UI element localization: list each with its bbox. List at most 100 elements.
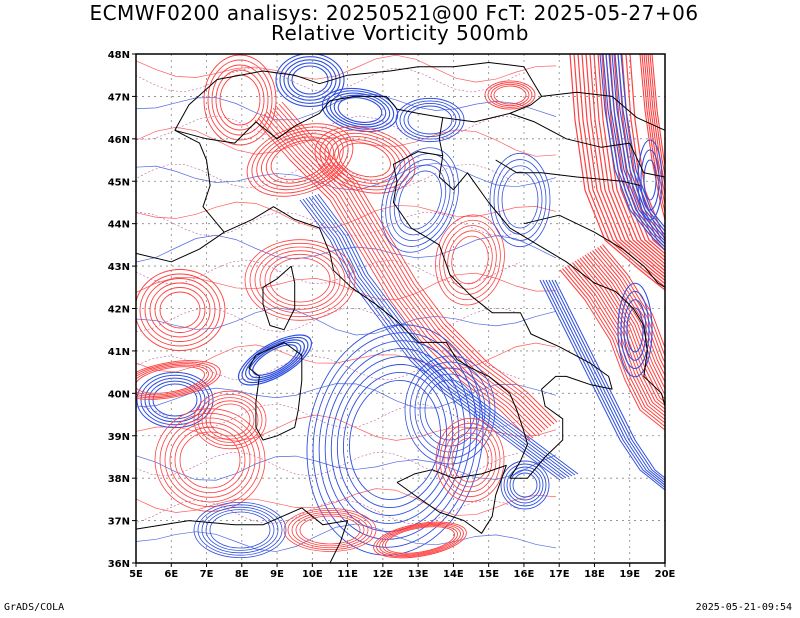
contour-line	[493, 85, 527, 105]
contour-line	[159, 412, 261, 508]
contour-line	[542, 279, 665, 489]
contour-line	[269, 257, 331, 303]
contour-line	[136, 162, 557, 191]
contour-line	[249, 242, 351, 318]
lat-tick-label: 42N	[108, 305, 130, 316]
contour-line	[169, 422, 251, 498]
contour-line	[279, 56, 341, 104]
contour-line	[281, 101, 558, 423]
footer-timestamp: 2025-05-21-09:54	[695, 602, 792, 613]
contour-line	[283, 508, 377, 552]
contour-line	[539, 279, 665, 491]
coastline-segment	[136, 507, 349, 563]
contour-line	[649, 54, 665, 178]
contour-line	[602, 244, 665, 350]
lon-tick-label: 10E	[302, 569, 323, 580]
axis-ticks: 5E 6E 7E 8E 9E 10E 11E 12E 13E 14E 15E 16E 17E 18E 19E…	[108, 50, 676, 580]
contour-line	[299, 515, 361, 545]
contour-line	[245, 339, 305, 381]
contour-line	[136, 361, 217, 399]
contour-line	[174, 426, 246, 494]
contour-line	[266, 111, 543, 433]
zero-contour	[136, 163, 521, 189]
contour-line	[509, 469, 541, 501]
contour-line	[259, 250, 341, 310]
lon-tick-label: 13E	[408, 569, 429, 580]
contour-line	[324, 348, 466, 532]
contour-line	[643, 159, 657, 201]
lon-tick-label: 8E	[235, 569, 249, 580]
contour-line	[605, 54, 665, 262]
zero-contour	[136, 355, 521, 380]
contour-line	[490, 83, 530, 107]
contour-line	[144, 377, 206, 423]
contour-line	[447, 432, 493, 488]
contour-line	[136, 454, 557, 481]
zero-contour	[136, 68, 521, 93]
contour-line	[639, 54, 665, 221]
contour-line	[559, 269, 665, 431]
contour-line	[241, 336, 309, 384]
contour-line	[136, 307, 557, 336]
lat-tick-label: 39N	[108, 432, 130, 443]
lat-tick-label: 48N	[108, 50, 130, 61]
contour-line	[382, 525, 458, 555]
contour-line	[211, 64, 269, 136]
contour-line	[404, 355, 496, 465]
contour-line	[314, 194, 576, 476]
contour-line	[562, 268, 665, 428]
contour-line	[201, 506, 279, 554]
contour-line	[209, 403, 251, 437]
contour-line	[506, 466, 544, 504]
contour-line	[339, 142, 391, 178]
lat-tick-label: 44N	[108, 220, 130, 231]
contour-line	[602, 54, 665, 248]
contour-line	[334, 139, 396, 181]
contour-line	[254, 119, 531, 441]
vorticity-contours	[136, 54, 665, 559]
contour-line	[257, 117, 534, 439]
contour-line	[581, 54, 665, 282]
contour-line	[319, 129, 411, 191]
coastline-segment	[509, 112, 665, 178]
contour-line	[295, 513, 365, 547]
contour-line	[265, 136, 335, 184]
lon-tick-label: 5E	[129, 569, 143, 580]
map-title: ECMWF0200 analisys: 20250521@00 FcT: 202…	[89, 1, 699, 25]
contour-line	[193, 390, 267, 450]
contour-line	[256, 129, 344, 191]
contour-line	[617, 54, 665, 233]
lon-tick-label: 17E	[549, 569, 570, 580]
contour-line	[246, 123, 354, 197]
contour-line	[291, 511, 369, 549]
contour-line	[275, 54, 345, 107]
contour-line	[597, 247, 665, 364]
lat-tick-label: 36N	[108, 559, 130, 570]
contour-line	[248, 341, 302, 379]
contour-line	[451, 235, 489, 285]
contour-line	[643, 54, 665, 207]
contour-line	[201, 397, 259, 443]
contour-line	[136, 488, 557, 516]
contour-line	[620, 290, 650, 370]
coastline-segment	[392, 151, 613, 479]
coastline-segment	[396, 464, 507, 534]
lon-tick-label: 6E	[164, 569, 178, 580]
contour-line	[136, 364, 209, 396]
contour-line	[136, 360, 221, 400]
contour-line	[136, 269, 226, 351]
lon-tick-label: 14E	[443, 569, 464, 580]
contour-line	[287, 509, 373, 550]
lat-tick-label: 38N	[108, 474, 130, 485]
contour-line	[264, 253, 336, 307]
contour-line	[393, 164, 447, 236]
contour-line	[569, 263, 665, 417]
contour-line	[148, 380, 202, 420]
lon-tick-label: 12E	[372, 569, 393, 580]
contour-line	[399, 100, 461, 140]
contour-line	[318, 340, 472, 540]
coastline-segment	[136, 231, 225, 263]
contour-line	[613, 54, 665, 255]
contour-line	[136, 371, 214, 429]
lon-tick-label: 20E	[655, 569, 676, 580]
